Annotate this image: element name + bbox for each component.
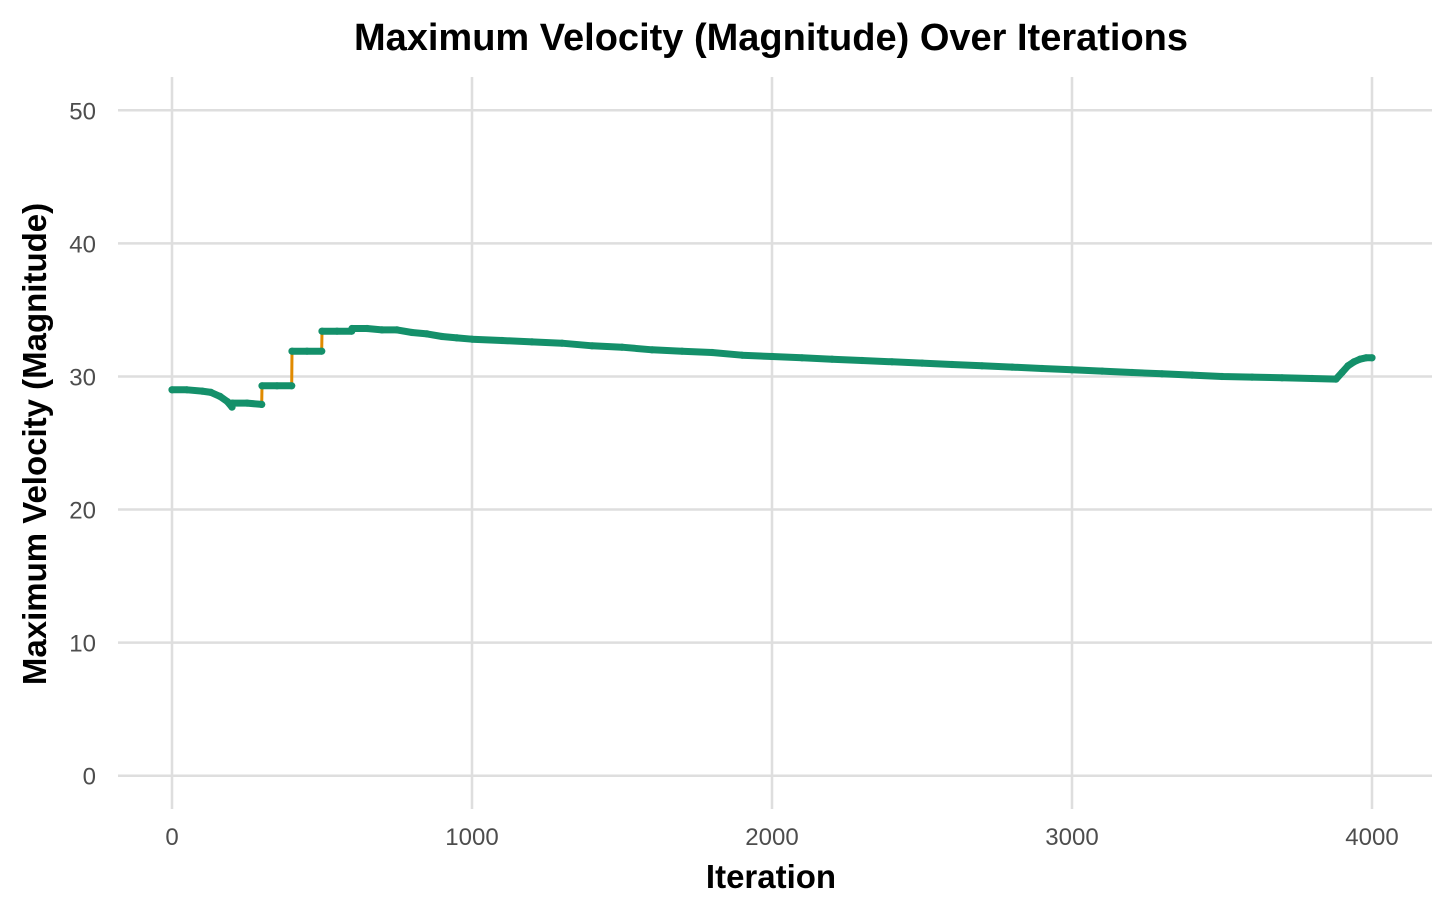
data-point-22 — [393, 326, 401, 334]
data-point-31 — [588, 342, 596, 350]
data-point-27 — [468, 335, 476, 343]
data-point-33 — [648, 346, 656, 354]
data-point-53 — [1248, 373, 1256, 381]
data-point-39 — [828, 355, 836, 363]
data-point-55 — [1308, 374, 1316, 383]
data-point-17 — [333, 327, 341, 335]
data-point-21 — [378, 326, 386, 334]
y-tick-label-40: 40 — [69, 231, 96, 258]
grid — [118, 77, 1432, 809]
data-point-28 — [498, 336, 506, 345]
data-point-54 — [1278, 374, 1286, 382]
data-point-15 — [318, 347, 326, 355]
data-point-25 — [438, 332, 446, 341]
data-point-30 — [558, 339, 566, 347]
data-point-45 — [1008, 363, 1016, 371]
data-point-4 — [216, 392, 224, 400]
data-point-37 — [768, 352, 776, 361]
series-velocity — [168, 324, 1376, 411]
data-point-41 — [888, 358, 896, 366]
velocity-points-segment-3 — [318, 325, 1376, 383]
data-point-9 — [258, 400, 266, 408]
data-point-3 — [207, 388, 215, 396]
data-point-12 — [288, 382, 296, 390]
data-point-23 — [408, 328, 416, 337]
x-tick-label-3000: 3000 — [1045, 824, 1098, 851]
data-point-50 — [1158, 370, 1166, 378]
y-tick-label-20: 20 — [69, 498, 96, 525]
data-point-46 — [1038, 364, 1046, 373]
data-point-35 — [708, 348, 716, 357]
data-point-59 — [1350, 358, 1358, 366]
data-point-11 — [273, 382, 281, 390]
data-point-34 — [678, 347, 686, 355]
data-point-61 — [1362, 354, 1370, 362]
data-point-49 — [1128, 368, 1136, 377]
x-tick-label-1000: 1000 — [445, 824, 498, 851]
data-point-1 — [183, 386, 191, 394]
data-point-16 — [318, 327, 326, 335]
data-point-14 — [303, 347, 311, 355]
x-axis-title: Iteration — [706, 858, 836, 895]
data-point-7 — [228, 399, 236, 407]
data-point-0 — [168, 386, 176, 394]
data-point-10 — [258, 382, 266, 390]
data-point-40 — [858, 356, 866, 365]
y-tick-label-50: 50 — [69, 98, 96, 125]
data-point-29 — [528, 338, 536, 346]
chart-title: Maximum Velocity (Magnitude) Over Iterat… — [354, 17, 1188, 59]
y-tick-label-0: 0 — [83, 764, 96, 791]
tick-labels: 0 10 20 30 40 50 0 1000 2000 3000 4000 — [69, 98, 1398, 851]
data-point-43 — [948, 360, 956, 369]
data-point-26 — [453, 334, 461, 342]
data-point-60 — [1356, 355, 1364, 363]
data-point-24 — [423, 330, 431, 338]
x-tick-label-2000: 2000 — [745, 824, 798, 851]
data-point-8 — [243, 399, 251, 407]
data-point-42 — [918, 359, 926, 367]
velocity-points-segment-0 — [168, 386, 266, 411]
data-point-62 — [1368, 354, 1376, 362]
data-point-44 — [978, 362, 986, 370]
y-tick-label-10: 10 — [69, 631, 96, 658]
y-tick-label-30: 30 — [69, 364, 96, 391]
data-point-32 — [618, 343, 626, 351]
data-point-51 — [1188, 371, 1196, 379]
data-point-13 — [288, 347, 296, 355]
data-point-19 — [348, 324, 356, 333]
data-point-47 — [1068, 366, 1076, 374]
data-point-56 — [1332, 375, 1340, 383]
data-point-58 — [1344, 362, 1352, 370]
y-axis-title: Maximum Velocity (Magnitude) — [16, 203, 53, 685]
data-point-48 — [1098, 367, 1106, 375]
data-point-2 — [198, 387, 206, 395]
data-point-38 — [798, 354, 806, 362]
data-point-36 — [738, 351, 746, 359]
data-point-20 — [363, 324, 371, 333]
x-tick-label-0: 0 — [165, 824, 178, 851]
data-point-57 — [1338, 368, 1346, 377]
x-tick-label-4000: 4000 — [1345, 824, 1398, 851]
data-point-52 — [1218, 372, 1226, 381]
